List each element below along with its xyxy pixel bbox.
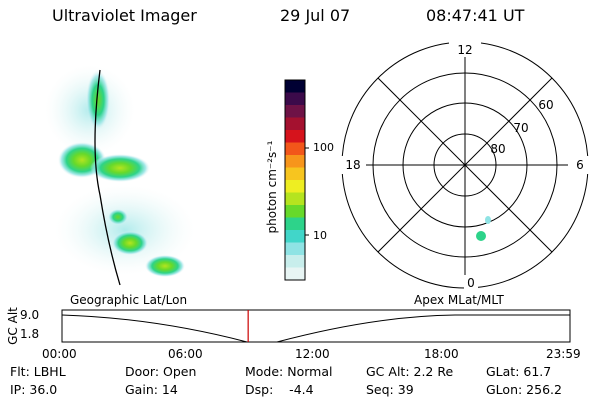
emission-spot	[476, 231, 486, 241]
emission-blob	[112, 231, 148, 255]
label-bg	[568, 156, 590, 174]
colorbar-cell	[285, 267, 305, 281]
colorbar-cell	[285, 155, 305, 168]
mode-info: Mode: Normal	[245, 364, 333, 379]
colorbar-cell	[285, 142, 305, 156]
auroral-image	[45, 65, 195, 286]
seq-info: Seq: 39	[366, 382, 414, 397]
mlt-label-right: 6	[576, 158, 584, 172]
colorbar-cell	[285, 230, 305, 243]
emission-blob	[108, 209, 128, 225]
timeline-x-tick: 23:59	[546, 347, 581, 361]
glon-info: GLon: 256.2	[486, 382, 562, 397]
timeline-x-tick: 06:00	[168, 347, 203, 361]
label-bg	[449, 41, 481, 57]
mlt-label-left: 18	[345, 158, 360, 172]
glat-info: GLat: 61.7	[486, 364, 552, 379]
lat-label-60: 60	[538, 98, 553, 112]
timeline-x-tick: 00:00	[42, 347, 77, 361]
colorbar-cell	[285, 167, 305, 181]
colorbar-cell	[285, 105, 305, 118]
colorbar-cell	[285, 92, 305, 106]
limb-line	[94, 69, 121, 286]
emission-spot	[485, 216, 491, 224]
emission-haze	[55, 185, 195, 275]
meridian-diagonal	[377, 77, 553, 253]
door-info: Door: Open	[125, 364, 197, 379]
colorbar-cell	[285, 117, 305, 131]
colorbar-cell	[285, 205, 305, 218]
mlt-label-top: 12	[457, 43, 472, 57]
timeline-axis-label: GC Alt	[6, 307, 20, 345]
colorbar-frame	[284, 79, 306, 281]
colorbar-cell	[285, 192, 305, 206]
timeline-x-tick: 18:00	[424, 347, 459, 361]
filter-info: Flt: LBHL	[10, 364, 66, 379]
polar-plot: 12 18 6 0 60 70 80	[340, 41, 590, 290]
colorbar	[284, 79, 309, 281]
emission-blob	[90, 154, 150, 182]
image-panel-label: Geographic Lat/Lon	[70, 293, 188, 307]
colorbar-cell	[285, 217, 305, 231]
colorbar-cell	[285, 180, 305, 193]
polar-panel-label: Apex MLat/MLT	[414, 293, 504, 307]
colorbar-cell	[285, 242, 305, 256]
timeline-frame	[61, 309, 571, 343]
colorbar-tick-label: 100	[313, 141, 334, 154]
colorbar-cell	[285, 255, 305, 268]
time-label: 08:47:41 UT	[426, 6, 525, 25]
colorbar-unit-label: photon cm⁻²s⁻¹	[265, 140, 279, 234]
emission-blob	[86, 70, 110, 130]
altitude-curve	[61, 314, 570, 343]
ip-info: IP: 36.0	[10, 382, 58, 397]
gain-info: Gain: 14	[125, 382, 178, 397]
timeline-y-tick: 9.0	[20, 308, 40, 322]
lat-label-80: 80	[490, 142, 505, 156]
colorbar-tick-label: 10	[313, 229, 327, 242]
timeline-x-tick: 12:00	[295, 347, 330, 361]
colorbar-cell	[285, 80, 305, 93]
instrument-title: Ultraviolet Imager	[52, 6, 197, 25]
timeline-y-tick: 1.8	[20, 327, 40, 341]
label-bg	[340, 156, 366, 174]
label-bg	[464, 275, 478, 289]
date-label: 29 Jul 07	[280, 6, 351, 25]
timeline-plot	[61, 309, 571, 343]
mlt-label-bottom: 0	[467, 276, 475, 290]
dsp-info: Dsp: -4.4	[245, 382, 314, 397]
gc-alt-info: GC Alt: 2.2 Re	[366, 364, 454, 379]
lat-label-70: 70	[513, 121, 528, 135]
emission-blob	[145, 255, 185, 277]
colorbar-cell	[285, 130, 305, 143]
